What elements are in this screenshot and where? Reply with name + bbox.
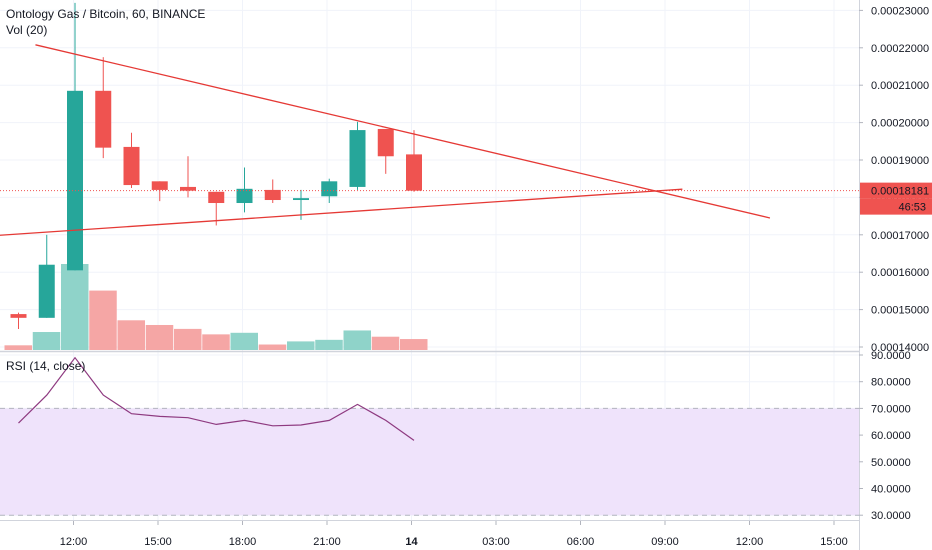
time-tick-label: 18:00 [229,536,257,548]
volume-bar [61,264,89,350]
descending-trendline [35,44,771,219]
rsi-tick-label: 30.0000 [871,510,911,522]
price-tick-label: 0.00023000 [871,5,929,17]
time-tick-label: 14 [405,536,418,548]
time-tick-label: 09:00 [651,536,679,548]
volume-bar [202,334,230,350]
countdown-badge [860,198,932,215]
time-tick-label: 06:00 [567,536,595,548]
time-tick-label: 12:00 [60,536,88,548]
chart-title: Ontology Gas / Bitcoin, 60, BINANCE [6,7,205,21]
ascending-trendline [0,188,683,236]
volume-bar [117,320,145,350]
rsi-tick-label: 40.0000 [871,484,911,496]
volume-bar [32,332,61,350]
volume-bar [89,290,117,350]
candle-body [349,130,366,187]
volume-bar [400,339,428,350]
price-tick-label: 0.00022000 [871,43,929,55]
candle-body [38,264,55,318]
price-tick-label: 0.00014000 [871,342,929,354]
volume-bar [258,344,287,350]
candle-body [10,314,27,318]
volume-bar [145,324,174,350]
candle-body [406,154,422,191]
candle-body [151,181,168,190]
rsi-line [18,356,415,441]
price-tick-label: 0.00020000 [871,118,929,130]
volume-bar [287,341,315,350]
volume-bar [315,339,343,350]
price-tick-label: 0.00017000 [871,230,929,242]
current-price-badge [860,182,932,199]
price-tick-label: 0.00019000 [871,155,929,167]
volume-bar [230,332,258,350]
rsi-tick-label: 90.0000 [871,350,911,362]
price-tick-label: 0.00021000 [871,80,929,92]
candle-body [208,191,225,204]
volume-label: Vol (20) [6,23,47,37]
rsi-band [0,408,859,516]
rsi-label: RSI (14, close) [6,359,85,373]
candle-body [377,128,394,157]
price-tick-label: 0.00015000 [871,305,929,317]
volume-bar [174,328,202,350]
rsi-tick-label: 80.0000 [871,377,911,389]
candle-body [123,146,140,186]
volume-bar [343,330,371,350]
time-tick-label: 15:00 [144,536,172,548]
price-axis-bg [859,0,932,550]
candle-body [321,181,338,197]
volume-bar [371,336,400,350]
candle-body [264,189,281,201]
time-tick-label: 03:00 [482,536,510,548]
rsi-tick-label: 50.0000 [871,457,911,469]
countdown-label: 46:53 [898,202,926,214]
time-tick-label: 12:00 [736,536,764,548]
rsi-tick-label: 60.0000 [871,430,911,442]
time-tick-label: 21:00 [313,536,341,548]
time-tick-label: 15:00 [820,536,848,548]
candle-body [293,198,309,201]
rsi-tick-label: 70.0000 [871,403,911,415]
candle-body [236,188,253,204]
candle-body [67,90,83,271]
price-tick-label: 0.00016000 [871,267,929,279]
volume-bar [4,345,32,350]
candle-body [180,186,196,191]
candle-body [95,90,112,148]
current-price-label: 0.00018181 [871,186,929,198]
